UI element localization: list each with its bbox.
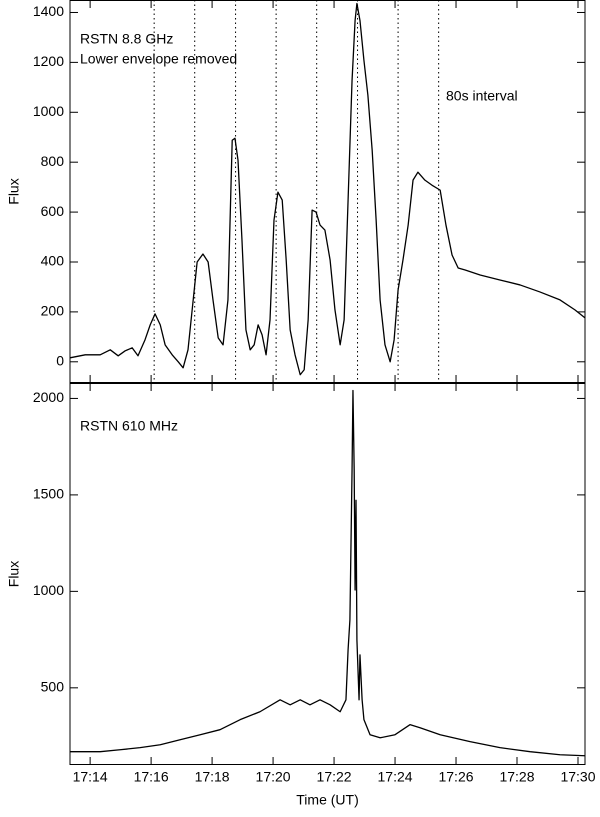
x-tick-label: 17:18 [195,769,230,785]
plot-frame [69,383,586,765]
y-tick-label: 1400 [33,3,64,19]
y-tick-label: 600 [41,203,65,219]
y-axis-label: Flux [6,561,22,587]
flux-line [69,2,586,376]
y-tick-label: 1500 [33,486,64,502]
annotation: RSTN 610 MHz [80,418,178,434]
x-tick-label: 17:16 [134,769,169,785]
y-axis-label: Flux [6,178,22,204]
y-tick-label: 1000 [33,582,64,598]
y-tick-label: 500 [41,679,65,695]
annotation: Lower envelope removed [80,51,237,67]
y-tick-label: 1200 [33,53,64,69]
y-tick-label: 800 [41,153,65,169]
x-tick-label: 17:22 [317,769,352,785]
y-tick-label: 1000 [33,103,64,119]
y-tick-label: 2000 [33,389,64,405]
x-tick-label: 17:14 [73,769,108,785]
x-tick-label: 17:20 [256,769,291,785]
y-tick-label: 200 [41,303,65,319]
y-tick-label: 0 [56,352,64,368]
plot-frame [69,0,586,383]
x-tick-label: 17:26 [438,769,473,785]
x-tick-label: 17:24 [378,769,413,785]
annotation: RSTN 8.8 GHz [80,31,173,47]
x-axis-label: Time (UT) [296,792,358,808]
y-tick-label: 400 [41,253,65,269]
annotation: 80s interval [446,88,518,104]
x-tick-label: 17:30 [560,769,595,785]
x-tick-label: 17:28 [499,769,534,785]
flux-line [70,389,586,757]
